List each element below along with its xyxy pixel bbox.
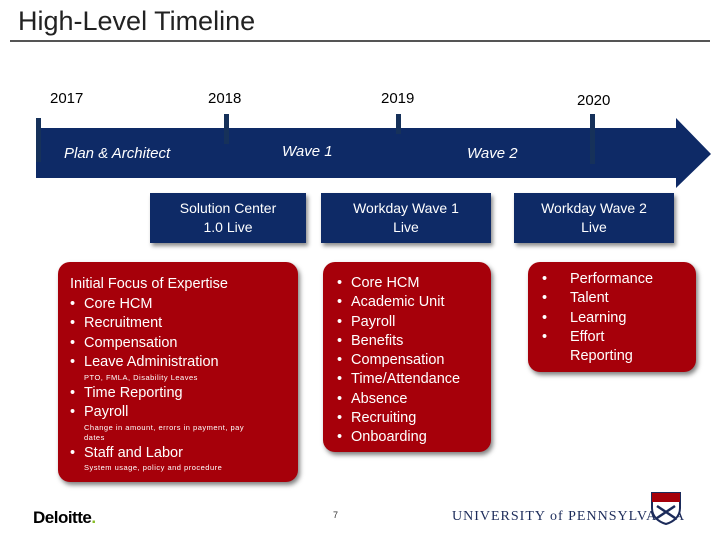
penn-shield-icon	[648, 490, 684, 531]
focus-note-a: PTO, FMLA, Disability Leaves	[84, 373, 198, 382]
phase-wave-1: Wave 1	[282, 143, 333, 160]
list-item: • Talent	[542, 290, 609, 307]
list-item: Absence	[337, 390, 460, 410]
milestone-wave2-live: Workday Wave 2 Live	[514, 193, 674, 243]
tick-2017	[36, 118, 41, 162]
penn-wordmark: UNIVERSITY of PENNSYLVANIA	[452, 509, 686, 524]
tick-2018	[224, 114, 229, 144]
list-item: Core HCM	[70, 295, 219, 315]
year-2019: 2019	[381, 90, 415, 107]
tick-2020	[590, 114, 595, 164]
phase-wave-2: Wave 2	[467, 145, 518, 162]
milestone-solution-center: Solution Center 1.0 Live	[150, 193, 306, 243]
wave2-panel: • Performance • Talent • Learning • Effort R…	[528, 262, 696, 372]
list-item: Onboarding	[337, 428, 460, 448]
focus-list-c: Staff and Labor	[70, 444, 183, 464]
list-item: Time/Attendance	[337, 370, 460, 390]
focus-list-b: Time Reporting Payroll	[70, 384, 183, 423]
year-2018: 2018	[208, 90, 242, 107]
list-item: Staff and Labor	[70, 444, 183, 464]
list-item: • Performance	[542, 271, 654, 287]
list-item: Payroll	[70, 403, 183, 423]
focus-list-a: Core HCM Recruitment Compensation Leave …	[70, 295, 219, 372]
list-item: Recruitment	[70, 314, 219, 334]
focus-panel: Initial Focus of Expertise Core HCM Recr…	[58, 262, 298, 482]
list-item: Core HCM	[337, 274, 460, 294]
title-divider	[10, 40, 710, 42]
timeline-arrow	[36, 118, 711, 188]
focus-note-b: Change in amount, errors in payment, pay…	[84, 423, 245, 442]
wave1-list: Core HCM Academic Unit Payroll Benefits …	[337, 274, 460, 448]
list-item: Leave Administration	[70, 353, 219, 373]
page-number: 7	[333, 510, 339, 520]
deloitte-logo: Deloitte.	[33, 508, 96, 527]
tick-2019	[396, 114, 401, 134]
list-item: Payroll	[337, 313, 460, 333]
wave1-panel: Core HCM Academic Unit Payroll Benefits …	[323, 262, 491, 452]
list-item: Benefits	[337, 332, 460, 352]
list-item: Compensation	[337, 351, 460, 371]
year-2017: 2017	[50, 90, 84, 107]
page-title: High-Level Timeline	[18, 6, 256, 36]
list-item: Time Reporting	[70, 384, 183, 404]
wave2-list: • Performance • Talent • Learning • Effort R…	[542, 270, 692, 366]
list-item: Compensation	[70, 334, 219, 354]
list-item: • Learning	[542, 309, 627, 326]
phase-plan-architect: Plan & Architect	[64, 145, 171, 162]
milestone-wave1-live: Workday Wave 1 Live	[321, 193, 491, 243]
year-2020: 2020	[577, 92, 611, 109]
list-item: Recruiting	[337, 409, 460, 429]
focus-note-c: System usage, policy and procedure	[84, 463, 223, 472]
list-item: Academic Unit	[337, 293, 460, 313]
timeline-band	[36, 118, 711, 188]
focus-heading: Initial Focus of Expertise	[70, 276, 228, 292]
list-item: • Effort Reporting	[542, 328, 633, 365]
